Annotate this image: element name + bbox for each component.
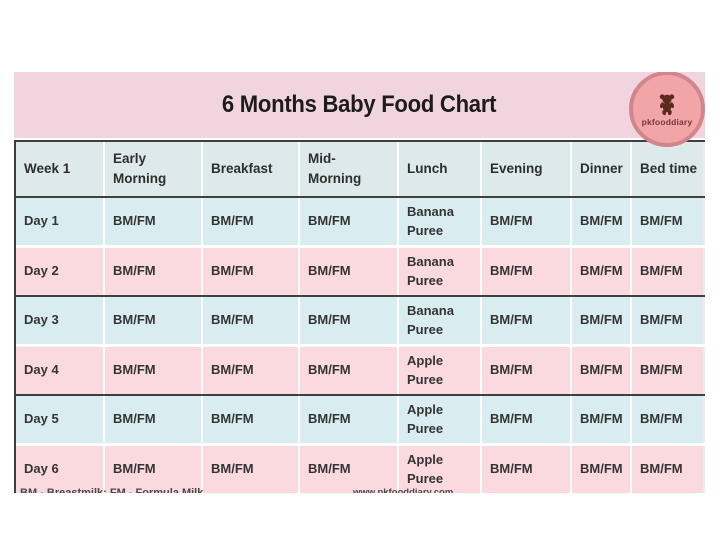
cell-value: BM/FM — [482, 198, 572, 245]
cell-value: BM/FM — [105, 446, 203, 493]
cell-value: BM/FM — [572, 198, 632, 245]
cell-value: BM/FM — [572, 347, 632, 394]
teddy-bear-icon — [659, 93, 675, 115]
chart-title: 6 Months Baby Food Chart — [222, 91, 497, 118]
cell-day: Day 1 — [16, 198, 105, 245]
cell-value: BM/FM — [572, 396, 632, 443]
cell-value: BM/FM — [632, 347, 705, 394]
chart-title-band: 6 Months Baby Food Chart pkfooddiary — [14, 72, 705, 147]
cell-value: BM/FM — [300, 248, 399, 295]
cell-value: BM/FM — [482, 248, 572, 295]
cell-value: BM/FM — [203, 396, 300, 443]
cropped-footer-note: BM - Breastmilk; FM - Formula Milk www.p… — [16, 487, 705, 493]
cell-value: BM/FM — [572, 446, 632, 493]
cell-value: BM/FM — [203, 347, 300, 394]
cell-value: Apple Puree — [399, 396, 482, 443]
cell-value: BM/FM — [300, 297, 399, 344]
cell-value: BM/FM — [632, 248, 705, 295]
cell-value: BM/FM — [105, 297, 203, 344]
baby-food-chart: 6 Months Baby Food Chart pkfooddiary Wee… — [14, 72, 705, 493]
column-header-dinner: Dinner — [572, 142, 632, 196]
cell-value: BM/FM — [105, 198, 203, 245]
cell-value: Apple Puree — [399, 446, 482, 493]
cell-value: BM/FM — [300, 396, 399, 443]
cell-value: BM/FM — [300, 198, 399, 245]
cell-value: Banana Puree — [399, 248, 482, 295]
cell-value: BM/FM — [572, 297, 632, 344]
column-header-bed-time: Bed time — [632, 142, 705, 196]
cell-day: Day 2 — [16, 248, 105, 295]
cell-value: BM/FM — [300, 446, 399, 493]
cell-day: Day 3 — [16, 297, 105, 344]
cell-value: BM/FM — [632, 297, 705, 344]
cell-value: BM/FM — [105, 396, 203, 443]
cell-value: BM/FM — [300, 347, 399, 394]
cell-value: BM/FM — [632, 396, 705, 443]
cell-value: BM/FM — [482, 297, 572, 344]
cell-value: BM/FM — [482, 396, 572, 443]
food-table: Week 1 Early Morning Breakfast Mid-Morni… — [14, 140, 705, 493]
cell-value: BM/FM — [203, 248, 300, 295]
cell-value: BM/FM — [482, 347, 572, 394]
column-header-evening: Evening — [482, 142, 572, 196]
footer-url: www.pkfooddiary.com — [353, 487, 454, 493]
cell-value: BM/FM — [632, 446, 705, 493]
cell-day: Day 5 — [16, 396, 105, 443]
cell-value: Banana Puree — [399, 198, 482, 245]
table-row-day-6: Day 6 BM/FM BM/FM BM/FM Apple Puree BM/F… — [16, 443, 705, 493]
column-header-early-morning: Early Morning — [105, 142, 203, 196]
column-header-lunch: Lunch — [399, 142, 482, 196]
cell-value: BM/FM — [203, 446, 300, 493]
footer-legend: BM - Breastmilk; FM - Formula Milk — [20, 487, 204, 493]
cell-value: BM/FM — [105, 347, 203, 394]
brand-logo: pkfooddiary — [629, 72, 705, 147]
table-row-day-4: Day 4 BM/FM BM/FM BM/FM Apple Puree BM/F… — [16, 344, 705, 394]
cell-value: BM/FM — [632, 198, 705, 245]
cell-value: BM/FM — [203, 198, 300, 245]
cell-value: Banana Puree — [399, 297, 482, 344]
cell-value: Apple Puree — [399, 347, 482, 394]
brand-logo-text: pkfooddiary — [641, 116, 693, 127]
cell-day: Day 4 — [16, 347, 105, 394]
cell-day: Day 6 — [16, 446, 105, 493]
table-row-day-1: Day 1 BM/FM BM/FM BM/FM Banana Puree BM/… — [16, 196, 705, 245]
table-row-day-5: Day 5 BM/FM BM/FM BM/FM Apple Puree BM/F… — [16, 394, 705, 443]
cell-value: BM/FM — [572, 248, 632, 295]
table-header-row: Week 1 Early Morning Breakfast Mid-Morni… — [16, 142, 705, 196]
column-header-week: Week 1 — [16, 142, 105, 196]
table-row-day-3: Day 3 BM/FM BM/FM BM/FM Banana Puree BM/… — [16, 295, 705, 344]
cell-value: BM/FM — [482, 446, 572, 493]
table-row-day-2: Day 2 BM/FM BM/FM BM/FM Banana Puree BM/… — [16, 245, 705, 295]
column-header-breakfast: Breakfast — [203, 142, 300, 196]
column-header-mid-morning: Mid-Morning — [300, 142, 399, 196]
cell-value: BM/FM — [105, 248, 203, 295]
cell-value: BM/FM — [203, 297, 300, 344]
